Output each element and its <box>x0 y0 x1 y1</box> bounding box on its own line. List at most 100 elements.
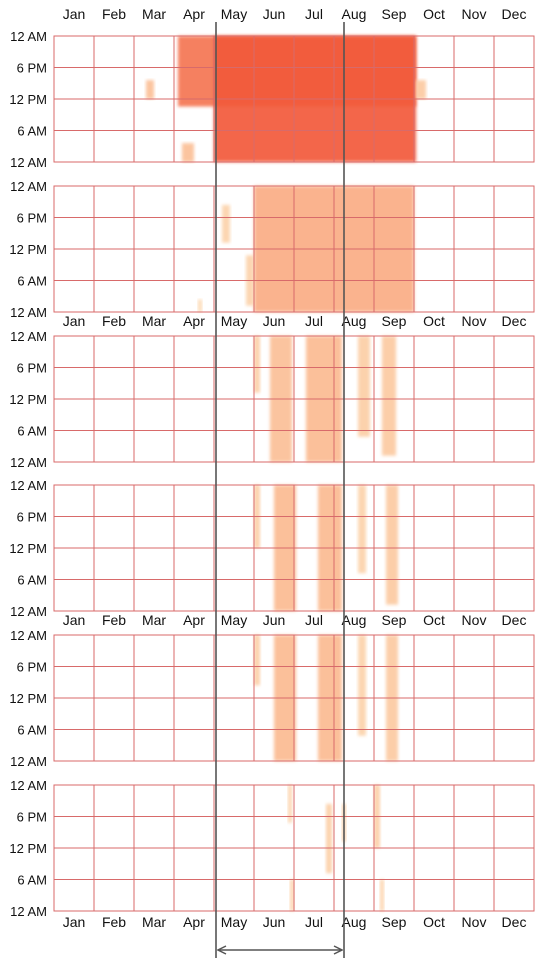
month-label-top-dec: Dec <box>502 6 527 22</box>
heat-blob-panel-5-1 <box>254 635 260 686</box>
y-tick-label-panel-5-5: 12 AM <box>10 754 47 769</box>
heat-blob-panel-1-3 <box>146 80 154 99</box>
month-label-below-panel-2-apr: Apr <box>183 313 205 329</box>
month-label-below-panel-2-dec: Dec <box>502 313 527 329</box>
month-label-below-panel-4-dec: Dec <box>502 612 527 628</box>
month-label-below-panel-2-nov: Nov <box>462 313 487 329</box>
month-label-below-panel-2-jul: Jul <box>305 313 323 329</box>
month-label-below-panel-4-oct: Oct <box>423 612 445 628</box>
heat-blob-panel-3-5 <box>382 336 396 456</box>
month-label-below-panel-6-feb: Feb <box>102 914 126 930</box>
y-tick-label-panel-4-4: 6 AM <box>17 573 47 588</box>
month-label-below-panel-2-may: May <box>221 313 247 329</box>
month-label-below-panel-4-feb: Feb <box>102 612 126 628</box>
month-label-below-panel-2-aug: Aug <box>342 313 367 329</box>
y-tick-label-panel-4-3: 12 PM <box>9 541 47 556</box>
y-tick-label-panel-2-3: 12 PM <box>9 242 47 257</box>
y-tick-label-panel-3-1: 12 AM <box>10 329 47 344</box>
month-label-below-panel-6-apr: Apr <box>183 914 205 930</box>
month-label-top-jul: Jul <box>305 6 323 22</box>
month-label-below-panel-2-mar: Mar <box>142 313 166 329</box>
y-tick-label-panel-4-5: 12 AM <box>10 604 47 619</box>
y-tick-label-panel-6-3: 12 PM <box>9 841 47 856</box>
y-tick-label-panel-1-2: 6 PM <box>17 61 47 76</box>
month-label-top-jan: Jan <box>63 6 86 22</box>
y-tick-label-panel-1-4: 6 AM <box>17 124 47 139</box>
month-label-below-panel-2-jan: Jan <box>63 313 86 329</box>
heat-layer <box>146 36 426 911</box>
heat-blob-panel-3-4 <box>358 336 370 437</box>
month-label-below-panel-6-dec: Dec <box>502 914 527 930</box>
month-label-top-aug: Aug <box>342 6 367 22</box>
y-tick-label-panel-2-5: 12 AM <box>10 305 47 320</box>
y-tick-label-panel-5-2: 6 PM <box>17 660 47 675</box>
heat-blob-panel-1-5 <box>416 80 426 99</box>
y-tick-label-panel-1-3: 12 PM <box>9 92 47 107</box>
month-label-below-panel-4-jun: Jun <box>263 612 286 628</box>
y-tick-label-panel-2-4: 6 AM <box>17 274 47 289</box>
month-label-top-apr: Apr <box>183 6 205 22</box>
month-label-below-panel-6-jul: Jul <box>305 914 323 930</box>
month-label-below-panel-6-jun: Jun <box>263 914 286 930</box>
y-tick-label-panel-6-2: 6 PM <box>17 810 47 825</box>
y-tick-label-panel-4-2: 6 PM <box>17 510 47 525</box>
highlight-layer <box>215 22 345 958</box>
y-tick-label-panel-6-4: 6 AM <box>17 873 47 888</box>
month-label-below-panel-6-oct: Oct <box>423 914 445 930</box>
month-label-below-panel-2-oct: Oct <box>423 313 445 329</box>
month-label-below-panel-2-feb: Feb <box>102 313 126 329</box>
month-label-below-panel-6-aug: Aug <box>342 914 367 930</box>
month-label-top-oct: Oct <box>423 6 445 22</box>
month-label-top-jun: Jun <box>263 6 286 22</box>
y-tick-label-panel-3-3: 12 PM <box>9 392 47 407</box>
y-tick-label-panel-3-4: 6 AM <box>17 424 47 439</box>
month-label-below-panel-4-sep: Sep <box>382 612 407 628</box>
heat-blob-panel-5-4 <box>358 635 366 736</box>
month-label-below-panel-4-jul: Jul <box>305 612 323 628</box>
month-label-below-panel-4-may: May <box>221 612 247 628</box>
heat-blob-panel-6-3 <box>326 803 332 874</box>
y-tick-label-panel-3-2: 6 PM <box>17 361 47 376</box>
y-tick-label-panel-4-1: 12 AM <box>10 478 47 493</box>
heat-blob-panel-2-4 <box>198 299 202 312</box>
label-layer: Jan Feb Mar Apr May Jun Jul Aug Sep Oct Nov Dec 12 A… <box>9 6 526 930</box>
month-label-below-panel-6-may: May <box>221 914 247 930</box>
heat-blob-panel-1-4 <box>182 143 194 162</box>
y-tick-label-panel-1-1: 12 AM <box>10 29 47 44</box>
month-label-top-sep: Sep <box>382 6 407 22</box>
month-label-below-panel-4-aug: Aug <box>342 612 367 628</box>
month-label-below-panel-6-mar: Mar <box>142 914 166 930</box>
month-label-below-panel-2-jun: Jun <box>263 313 286 329</box>
y-tick-label-panel-2-1: 12 AM <box>10 179 47 194</box>
month-label-top-mar: Mar <box>142 6 166 22</box>
month-label-top-may: May <box>221 6 247 22</box>
heat-blob-panel-6-2 <box>290 879 294 911</box>
month-label-below-panel-6-sep: Sep <box>382 914 407 930</box>
month-label-below-panel-4-apr: Apr <box>183 612 205 628</box>
heat-blob-panel-4-5 <box>386 485 398 605</box>
month-label-below-panel-4-jan: Jan <box>63 612 86 628</box>
y-tick-label-panel-1-5: 12 AM <box>10 155 47 170</box>
heat-blob-panel-6-1 <box>288 785 292 823</box>
heat-blob-panel-4-4 <box>358 485 366 574</box>
y-tick-label-panel-2-2: 6 PM <box>17 211 47 226</box>
heat-blob-panel-2-2 <box>222 204 230 243</box>
y-tick-label-panel-6-1: 12 AM <box>10 778 47 793</box>
month-label-below-panel-4-mar: Mar <box>142 612 166 628</box>
month-label-below-panel-6-nov: Nov <box>462 914 487 930</box>
y-tick-label-panel-6-5: 12 AM <box>10 904 47 919</box>
heat-blob-panel-6-6 <box>380 879 384 911</box>
y-tick-label-panel-5-3: 12 PM <box>9 691 47 706</box>
month-label-top-feb: Feb <box>102 6 126 22</box>
month-label-below-panel-4-nov: Nov <box>462 612 487 628</box>
month-label-below-panel-2-sep: Sep <box>382 313 407 329</box>
month-label-top-nov: Nov <box>462 6 487 22</box>
y-tick-label-panel-5-4: 6 AM <box>17 723 47 738</box>
grid-layer <box>53 35 535 912</box>
heat-blob-panel-3-1 <box>254 336 260 393</box>
y-tick-label-panel-5-1: 12 AM <box>10 628 47 643</box>
month-label-below-panel-6-jan: Jan <box>63 914 86 930</box>
y-tick-label-panel-3-5: 12 AM <box>10 455 47 470</box>
